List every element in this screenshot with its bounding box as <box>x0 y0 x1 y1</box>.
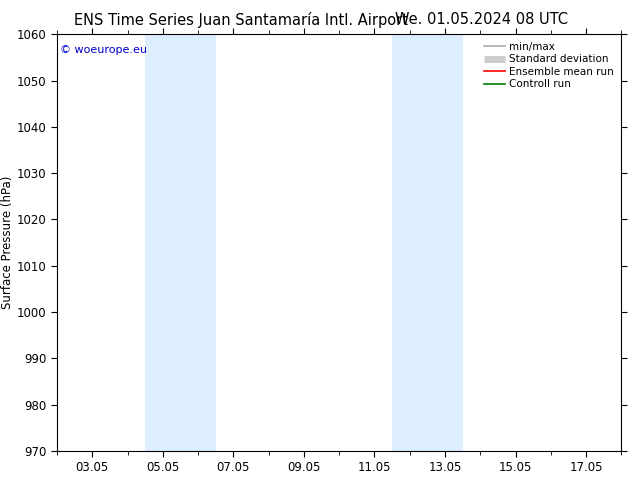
Text: ENS Time Series Juan Santamaría Intl. Airport: ENS Time Series Juan Santamaría Intl. Ai… <box>74 12 408 28</box>
Bar <box>392 34 463 451</box>
Y-axis label: Surface Pressure (hPa): Surface Pressure (hPa) <box>1 176 14 309</box>
Legend: min/max, Standard deviation, Ensemble mean run, Controll run: min/max, Standard deviation, Ensemble me… <box>482 40 616 92</box>
Bar <box>145 34 216 451</box>
Text: We. 01.05.2024 08 UTC: We. 01.05.2024 08 UTC <box>396 12 568 27</box>
Text: © woeurope.eu: © woeurope.eu <box>60 45 147 55</box>
